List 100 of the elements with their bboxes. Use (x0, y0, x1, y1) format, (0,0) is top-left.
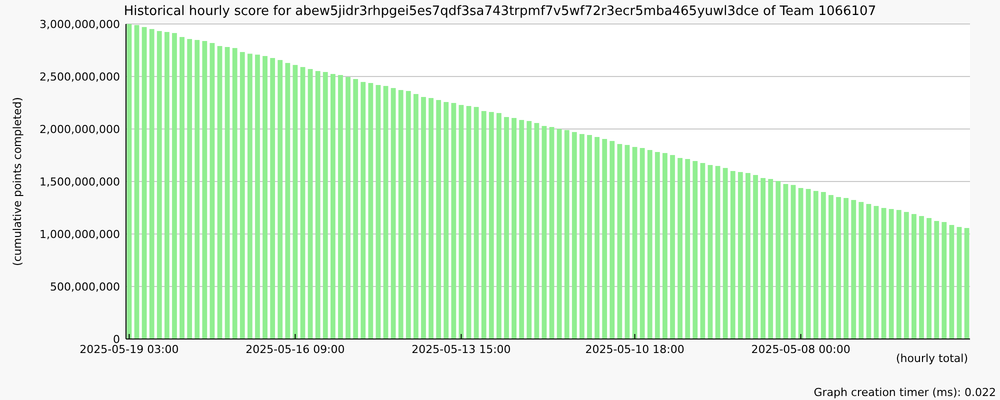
bar (308, 69, 313, 339)
bar (722, 168, 728, 339)
bar (338, 75, 343, 339)
x-tick-label: 2025-05-13 15:00 (412, 343, 511, 356)
bar (610, 140, 615, 339)
bar (210, 43, 215, 339)
bar (798, 188, 804, 339)
bar (421, 96, 426, 339)
bar (285, 62, 290, 339)
bar (180, 37, 184, 339)
bar (346, 77, 350, 339)
y-tick-label: 2,000,000,000 (40, 122, 120, 136)
bar (776, 180, 781, 339)
bar (278, 60, 283, 339)
bar (926, 218, 932, 339)
bar (934, 220, 940, 339)
bar (587, 134, 592, 339)
bar (594, 136, 600, 339)
bar (413, 94, 418, 339)
bar (640, 148, 645, 339)
bar (919, 216, 924, 339)
bar (896, 210, 902, 339)
bar (708, 165, 713, 339)
bar (315, 71, 320, 339)
bar (224, 46, 230, 339)
x-tick-label: 2025-05-16 09:00 (246, 343, 345, 356)
y-tick-label: 500,000,000 (50, 280, 120, 294)
bar (534, 123, 540, 339)
bar (654, 152, 660, 339)
chart-title: Historical hourly score for abew5jidr3rhpgei5es7qdf3sa743trpmf7v5wf72r3ecr5mba465yuwl3dce of Team 1066107 (124, 4, 876, 19)
bar (360, 82, 366, 339)
bar (322, 72, 328, 339)
bar (368, 83, 374, 339)
bar (156, 31, 162, 339)
bar (542, 126, 547, 339)
bar (564, 130, 570, 339)
bar (580, 134, 584, 339)
bar (436, 100, 442, 339)
bar (428, 98, 434, 339)
bar (912, 214, 916, 339)
bar (730, 171, 736, 339)
bar (858, 202, 864, 339)
bar (949, 224, 954, 339)
bar (247, 54, 252, 339)
bar (556, 129, 562, 339)
bar (300, 67, 306, 339)
bar (270, 58, 276, 339)
bar (738, 172, 743, 339)
bar (444, 102, 449, 339)
bar (217, 46, 222, 339)
bar (768, 178, 774, 339)
bar (194, 40, 200, 339)
text: Graph creation timer (ms): 0.022 (814, 386, 996, 399)
bar (828, 195, 834, 339)
bar (866, 204, 872, 339)
bar (255, 54, 260, 339)
bar (398, 90, 404, 339)
y-tick-label: 3,000,000,000 (40, 18, 120, 31)
y-tick-label: 1,500,000,000 (40, 175, 120, 188)
bar (187, 39, 192, 339)
x-tick-label: 2025-05-08 00:00 (751, 343, 850, 356)
bar (844, 198, 849, 339)
bar (164, 32, 170, 339)
bar (820, 192, 826, 339)
bar (458, 104, 464, 339)
bar (836, 197, 841, 339)
bar (881, 208, 886, 339)
bar (353, 79, 358, 339)
y-tick-label: 1,000,000,000 (40, 228, 120, 241)
bar (232, 48, 238, 339)
bar (685, 159, 690, 339)
y-tick-label: 0 (113, 332, 120, 346)
bar (790, 184, 796, 339)
bar (602, 138, 608, 339)
bar (624, 144, 630, 339)
bar (504, 117, 509, 339)
bar (783, 184, 788, 339)
bar (678, 158, 683, 339)
bar (406, 90, 411, 339)
bar (647, 150, 652, 339)
bar (481, 111, 486, 339)
bar (390, 88, 396, 339)
bar (466, 106, 472, 339)
bar (760, 178, 766, 339)
y-tick-label: 2,500,000,000 (40, 70, 120, 84)
bar (888, 209, 894, 339)
bar (519, 120, 524, 339)
bar (376, 85, 381, 339)
bar (549, 127, 554, 339)
bar (715, 166, 720, 339)
bar (662, 153, 668, 339)
bar (617, 144, 622, 339)
bar (632, 146, 638, 339)
bar (956, 226, 962, 339)
bar (292, 64, 298, 339)
x-axis-title: (hourly total) (896, 352, 968, 365)
bar (700, 163, 706, 339)
bar (202, 41, 208, 339)
bar (451, 102, 456, 339)
bar (942, 222, 947, 339)
